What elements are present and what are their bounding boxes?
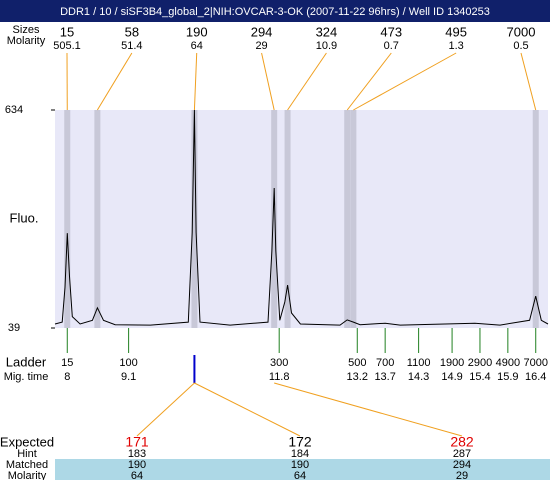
ladder-time: 11.8 xyxy=(269,371,290,383)
peak-connector xyxy=(96,52,133,111)
peak-connector xyxy=(353,52,457,111)
sizes-label: Sizes xyxy=(13,24,40,36)
peak-connector xyxy=(346,52,392,111)
peak-molarity: 0.5 xyxy=(513,40,528,52)
ladder-time: 9.1 xyxy=(121,371,136,383)
match-connector xyxy=(194,382,301,437)
peak-molarity: 29 xyxy=(255,40,267,52)
peak-band xyxy=(344,110,351,328)
peak-connector xyxy=(193,52,198,111)
ladder-size: 2900 xyxy=(468,357,492,369)
peak-connector xyxy=(261,52,275,111)
peak-size: 15 xyxy=(60,24,74,39)
ladder-size: 4900 xyxy=(496,357,520,369)
ladder-time: 8 xyxy=(64,371,70,383)
peak-band xyxy=(191,110,198,328)
peak-band xyxy=(271,110,278,328)
peak-band xyxy=(64,110,71,328)
row-label: Matched xyxy=(6,459,48,471)
peak-band xyxy=(350,110,357,328)
peak-connector xyxy=(287,52,327,111)
peak-band xyxy=(532,110,539,328)
peak-size: 294 xyxy=(251,24,273,39)
hint: 287 xyxy=(453,448,471,460)
expected: 172 xyxy=(288,434,312,450)
molarity: 64 xyxy=(131,470,143,480)
expected: 171 xyxy=(125,434,149,450)
molarity: 64 xyxy=(294,470,306,480)
peak-size: 324 xyxy=(316,24,338,39)
expected: 282 xyxy=(450,434,474,450)
ladder-label: Ladder xyxy=(6,354,47,369)
matched: 190 xyxy=(128,459,146,471)
peak-band xyxy=(94,110,101,328)
ladder-size: 300 xyxy=(270,357,288,369)
ladder-time: 16.4 xyxy=(525,371,546,383)
match-connector xyxy=(274,382,463,437)
ladder-size: 500 xyxy=(348,357,366,369)
peak-size: 495 xyxy=(445,24,467,39)
row-label: Hint xyxy=(17,448,37,460)
molarity-label: Molarity xyxy=(7,35,46,47)
row-label: Molarity xyxy=(8,470,47,480)
peak-molarity: 0.7 xyxy=(384,40,399,52)
peak-size: 190 xyxy=(186,24,208,39)
peak-size: 7000 xyxy=(507,24,536,39)
peak-size: 473 xyxy=(380,24,402,39)
ladder-time: 15.4 xyxy=(469,371,490,383)
peak-molarity: 1.3 xyxy=(448,40,463,52)
ladder-time: 13.2 xyxy=(347,371,368,383)
trace xyxy=(54,109,549,326)
peak-molarity: 64 xyxy=(191,40,203,52)
matched: 294 xyxy=(453,459,471,471)
ladder-time: 14.3 xyxy=(408,371,429,383)
ladder-size: 1100 xyxy=(407,357,431,369)
mig-time-label: Mig. time xyxy=(4,371,49,383)
peak-molarity: 505.1 xyxy=(53,40,81,52)
ladder-size: 700 xyxy=(376,357,394,369)
title: DDR1 / 10 / siSF3B4_global_2|NIH:OVCAR-3… xyxy=(60,6,490,18)
ladder-time: 15.9 xyxy=(497,371,518,383)
peak-molarity: 51.4 xyxy=(121,40,142,52)
row-label: Expected xyxy=(0,434,54,449)
ladder-time: 14.9 xyxy=(441,371,462,383)
peak-connector xyxy=(520,52,537,111)
hint: 183 xyxy=(128,448,146,460)
molarity: 29 xyxy=(456,470,468,480)
plot-area xyxy=(55,110,548,328)
ladder-size: 15 xyxy=(61,357,73,369)
ladder-size: 7000 xyxy=(523,357,547,369)
peak-molarity: 10.9 xyxy=(316,40,337,52)
y-label: Fluo. xyxy=(10,210,39,225)
matched-band xyxy=(55,459,550,480)
ladder-size: 100 xyxy=(119,357,137,369)
ladder-size: 1900 xyxy=(440,357,464,369)
hint: 184 xyxy=(291,448,309,460)
matched: 190 xyxy=(291,459,309,471)
y-tick-label: 39 xyxy=(8,322,20,334)
title-bar xyxy=(0,0,550,22)
peak-band xyxy=(284,110,291,328)
ladder-time: 13.7 xyxy=(374,371,395,383)
y-tick-label: 634 xyxy=(5,104,23,116)
peak-size: 58 xyxy=(125,24,139,39)
match-connector xyxy=(136,382,195,437)
